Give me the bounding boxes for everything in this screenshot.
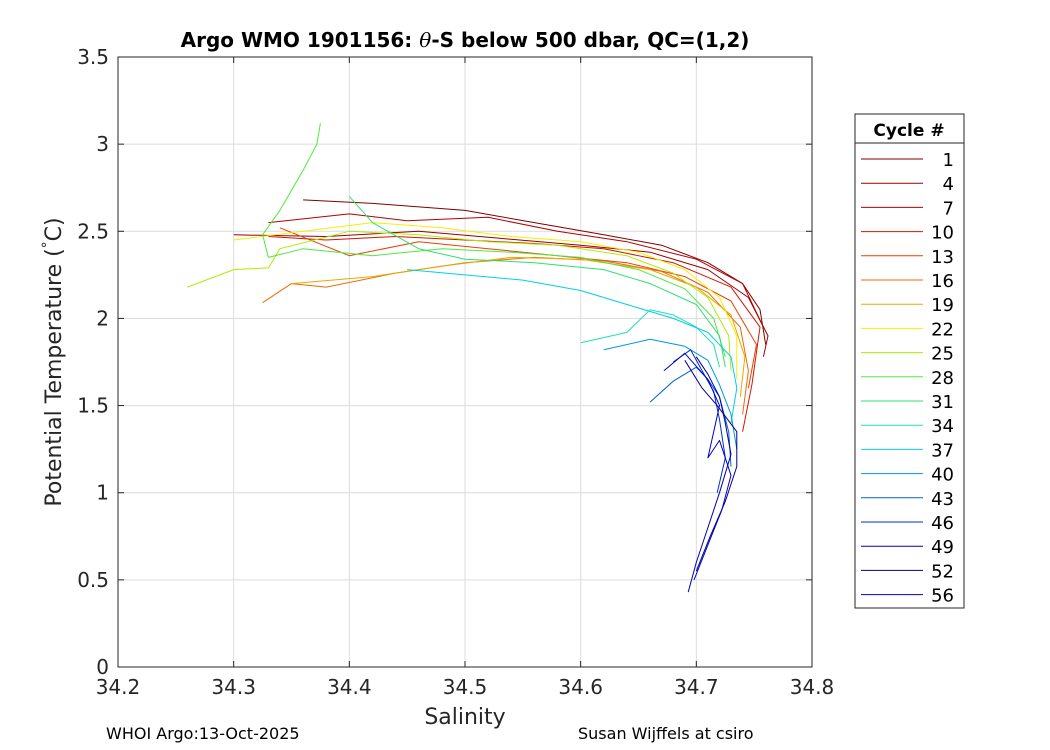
series-line-cycle-25 bbox=[187, 230, 732, 371]
legend-label-cycle-40: 40 bbox=[931, 465, 954, 486]
series-lines bbox=[187, 123, 769, 593]
grid-lines bbox=[118, 57, 812, 667]
series-line-cycle-52 bbox=[684, 360, 738, 572]
chart-title: Argo WMO 1901156: θ-S below 500 dbar, QC… bbox=[181, 28, 750, 52]
legend-label-cycle-49: 49 bbox=[931, 537, 954, 558]
legend-label-cycle-7: 7 bbox=[943, 198, 954, 219]
chart-title-theta: θ bbox=[419, 28, 431, 52]
y-axis-label-degree: ° bbox=[40, 241, 56, 248]
x-axis-label: Salinity bbox=[424, 705, 505, 730]
y-tick-label: 1 bbox=[96, 481, 109, 505]
legend-label-cycle-16: 16 bbox=[931, 271, 954, 292]
legend-label-cycle-19: 19 bbox=[931, 295, 954, 316]
series-line-cycle-37 bbox=[407, 269, 738, 424]
x-tick-label: 34.2 bbox=[96, 675, 141, 699]
series-line-cycle-1 bbox=[303, 199, 767, 345]
y-tick-label: 1.5 bbox=[77, 394, 109, 418]
y-axis-label-prefix: Potential Temperature ( bbox=[42, 248, 67, 506]
x-tick-label: 34.8 bbox=[790, 675, 835, 699]
y-axis-label: Potential Temperature (°C) bbox=[40, 217, 67, 506]
x-tick-label: 34.6 bbox=[558, 675, 603, 699]
series-line-cycle-7 bbox=[268, 213, 764, 328]
footer-source: WHOI Argo:13-Oct-2025 bbox=[106, 724, 300, 743]
legend-label-cycle-46: 46 bbox=[931, 513, 954, 534]
legend-label-cycle-1: 1 bbox=[943, 150, 954, 171]
y-tick-label: 3 bbox=[96, 132, 109, 156]
y-tick-label: 0 bbox=[96, 655, 109, 679]
x-tick-label: 34.5 bbox=[443, 675, 488, 699]
y-tick-label: 2.5 bbox=[77, 219, 109, 243]
legend-box bbox=[854, 113, 965, 609]
legend-label-cycle-56: 56 bbox=[931, 586, 954, 607]
legend-label-cycle-25: 25 bbox=[931, 344, 954, 365]
legend-label-cycle-28: 28 bbox=[931, 368, 954, 389]
legend: Cycle # 1 4 7 10 13 16 19 22 25 28 31 34 37 40 43 46 49 5… bbox=[854, 113, 965, 609]
legend-label-cycle-43: 43 bbox=[931, 489, 954, 510]
legend-label-cycle-52: 52 bbox=[931, 561, 954, 582]
y-axis-label-suffix: C) bbox=[42, 217, 67, 241]
legend-title: Cycle # bbox=[873, 121, 944, 141]
y-tick-label: 3.5 bbox=[77, 45, 109, 69]
legend-label-cycle-4: 4 bbox=[943, 174, 954, 195]
legend-label-cycle-37: 37 bbox=[931, 440, 954, 461]
legend-label-cycle-22: 22 bbox=[931, 319, 954, 340]
series-line-cycle-49 bbox=[687, 356, 732, 593]
legend-label-cycle-34: 34 bbox=[931, 416, 954, 437]
y-tick-label: 0.5 bbox=[77, 568, 109, 592]
legend-entries: 1 4 7 10 13 16 19 22 25 28 31 34 37 40 43 46 49 52 56 bbox=[861, 150, 954, 607]
x-tick-label: 34.3 bbox=[211, 675, 256, 699]
axis-ticks: 34.2 34.3 34.4 34.5 34.6 34.7 34.8 0 0.5 1 1.5 2 2.5… bbox=[77, 45, 834, 699]
legend-label-cycle-10: 10 bbox=[931, 223, 954, 244]
series-line-cycle-56 bbox=[663, 352, 732, 581]
chart-title-suffix: -S below 500 dbar, QC=(1,2) bbox=[431, 28, 749, 52]
series-line-cycle-31 bbox=[348, 196, 726, 368]
series-line-cycle-40 bbox=[603, 338, 738, 450]
series-line-cycle-10 bbox=[268, 236, 761, 432]
series-line-cycle-22 bbox=[233, 222, 738, 380]
series-line-cycle-28 bbox=[262, 123, 726, 357]
x-tick-label: 34.7 bbox=[674, 675, 719, 699]
legend-label-cycle-31: 31 bbox=[931, 392, 954, 413]
y-tick-label: 2 bbox=[96, 306, 109, 330]
series-line-cycle-13 bbox=[279, 227, 757, 389]
x-tick-label: 34.4 bbox=[327, 675, 372, 699]
series-line-cycle-34 bbox=[580, 309, 720, 368]
footer-credit: Susan Wijffels at csiro bbox=[578, 724, 754, 743]
chart-title-prefix: Argo WMO 1901156: bbox=[181, 28, 420, 52]
legend-label-cycle-13: 13 bbox=[931, 247, 954, 268]
